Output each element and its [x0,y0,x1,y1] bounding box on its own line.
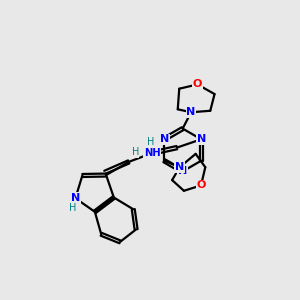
Text: N: N [178,167,187,176]
Text: H: H [69,203,76,213]
Text: H: H [132,147,139,158]
Text: H: H [147,137,155,147]
Text: N: N [71,193,80,203]
Text: O: O [196,180,206,190]
Text: N: N [160,134,169,144]
Text: NH: NH [144,148,161,158]
Text: O: O [193,80,202,89]
Text: N: N [186,107,196,117]
Text: N: N [196,134,206,144]
Text: N: N [175,162,184,172]
